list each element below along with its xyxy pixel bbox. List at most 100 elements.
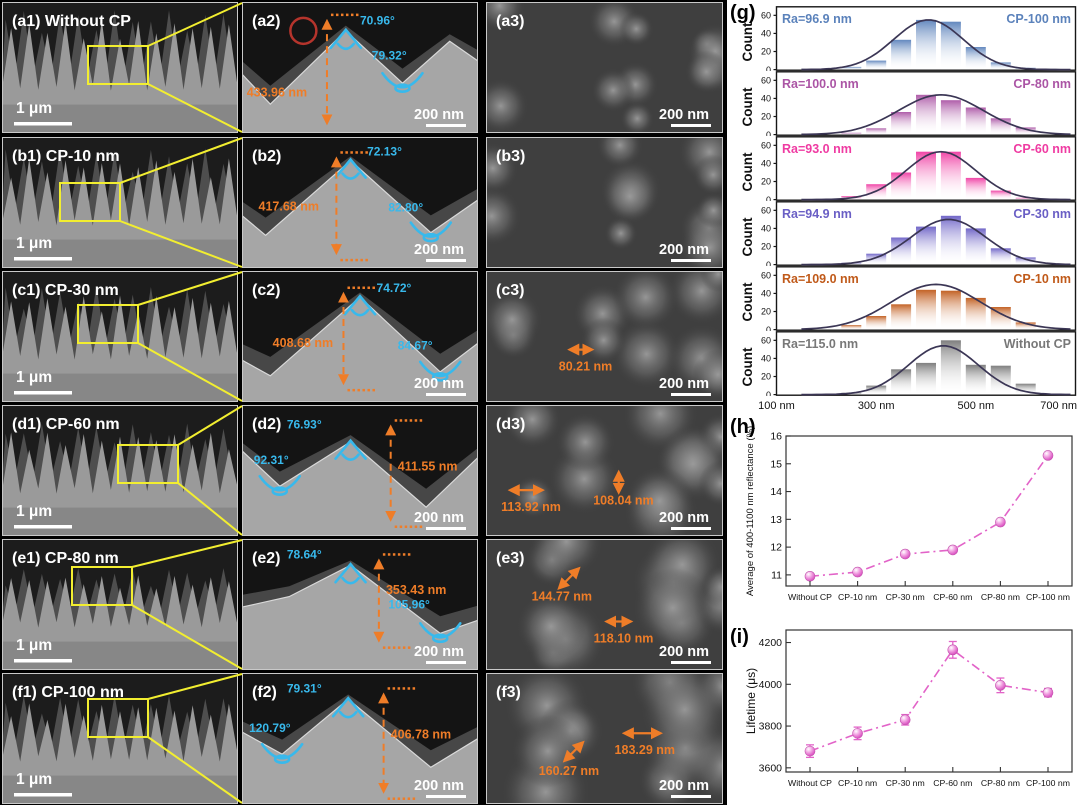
distribution-curve — [801, 93, 1071, 136]
x-category-label: Without CP — [788, 778, 832, 788]
x-category-label: CP-60 nm — [933, 778, 972, 788]
panel-tag: (b3) — [496, 148, 525, 165]
peak-angle-arc — [343, 294, 377, 317]
scale-bar: 200 nm — [659, 107, 711, 127]
peak-angle-value: 78.64° — [287, 548, 322, 562]
sem-lowmag-e1: (e1) CP-80 nm 1 μm — [2, 539, 238, 670]
histogram-x-axis: 100 nm 300 nm 500 nm 700 nm — [740, 397, 1078, 414]
y-tick-label: 40 — [761, 29, 771, 39]
scale-bar-label: 200 nm — [659, 510, 709, 526]
feature-size-value: 108.04 nm — [593, 494, 653, 508]
x-category-label: CP-10 nm — [838, 778, 877, 788]
sem-topview-f3-image: 160.27 nm 183.29 nm (f3) 200 nm — [486, 673, 723, 804]
height-arrow — [378, 687, 416, 800]
series-name-label: CP-100 nm — [1006, 12, 1071, 26]
valley-angle-value: 79.32° — [372, 49, 407, 63]
y-axis-label: Count — [740, 152, 755, 191]
y-tick-label: 3800 — [759, 721, 783, 733]
scale-bar-label: 1 μm — [16, 369, 52, 386]
panel-tag-title: (c1) CP-30 nm — [12, 282, 119, 299]
series-name-label: CP-60 nm — [1013, 142, 1071, 156]
sem-lowmag-b1-image: (b1) CP-10 nm 1 μm — [2, 137, 238, 268]
data-point — [947, 544, 959, 556]
scale-bar: 1 μm — [14, 637, 72, 663]
x-tick-label: 700 nm — [1040, 400, 1077, 412]
panel-tag: (c2) — [252, 282, 280, 299]
sem-lowmag-f1: (f1) CP-100 nm 1 μm — [2, 673, 238, 804]
panel-label-h: (h) — [730, 416, 756, 438]
peak-angle-value: 70.96° — [360, 13, 395, 27]
x-category-label: Without CP — [788, 592, 832, 602]
y-tick-label: 0 — [766, 195, 771, 201]
zoom-region-box — [117, 444, 179, 484]
height-value: 353.43 nm — [386, 583, 446, 597]
sem-highmag-f2-image: 79.31° 120.79° 406.78 nm (f2) 200 nm — [242, 673, 478, 804]
sem-highmag-d2-image: 76.93° 92.31° 411.55 nm (d2) 200 nm — [242, 405, 478, 536]
valley-angle-arc — [260, 742, 304, 765]
sem-highmag-b2-image: 72.13° 82.80° 417.68 nm (b2) 200 nm — [242, 137, 478, 268]
panel-tag: (b2) — [252, 148, 281, 165]
scale-bar: 200 nm — [414, 107, 466, 127]
sem-topview-d3: 113.92 nm 108.04 nm (d3) 200 nm — [486, 405, 723, 536]
valley-angle-arc — [418, 360, 462, 382]
y-tick-label: 60 — [761, 206, 771, 216]
sem-highmag-e2-image: 78.64° 105.96°353.43 nm (e2) 200 nm — [242, 539, 478, 670]
y-tick-label: 0 — [766, 65, 771, 71]
peak-angle-arc — [331, 696, 365, 719]
peak-angle-arc — [329, 27, 363, 51]
sem-topview-f3: 160.27 nm 183.29 nm (f3) 200 nm — [486, 673, 723, 804]
ra-value-label: Ra=115.0 nm — [782, 337, 858, 351]
valley-angle-arc — [418, 622, 462, 644]
panel-tag-title: (d1) CP-60 nm — [12, 416, 120, 433]
x-category-label: CP-10 nm — [838, 592, 877, 602]
y-tick-label: 20 — [761, 112, 771, 122]
peak-angle-value: 74.72° — [377, 281, 412, 295]
scale-bar: 1 μm — [14, 235, 72, 261]
height-value: 411.55 nm — [398, 460, 458, 474]
x-category-label: CP-100 nm — [1026, 778, 1070, 788]
sem-highmag-e2: 78.64° 105.96° 353.43 nm (e2) 200 nm — [242, 539, 478, 670]
y-axis-label: Count — [740, 282, 755, 321]
height-arrow — [337, 286, 375, 392]
y-tick-label: 4000 — [759, 679, 783, 691]
series-name-label: Without CP — [1004, 337, 1071, 351]
y-tick-label: 11 — [771, 569, 782, 581]
y-tick-label: 0 — [766, 260, 771, 266]
histogram-without-cp: 0 20 40 60 Count Ra=115.0 nm Without CP — [740, 331, 1078, 396]
panel-tag: (e3) — [496, 550, 524, 567]
data-point — [804, 570, 816, 582]
sem-topview-b3: (b3) 200 nm — [486, 137, 723, 268]
sem-highmag-f2: 79.31° 120.79° 406.78 nm (f2) 200 nm — [242, 673, 478, 804]
y-tick-label: 60 — [761, 11, 771, 21]
y-tick-label: 0 — [766, 390, 771, 396]
sem-topview-e3: 144.77 nm 118.10 nm (e3) 200 nm — [486, 539, 723, 670]
panel-tag: (f3) — [496, 684, 521, 701]
scale-bar-label: 200 nm — [659, 778, 709, 794]
histogram-cp-30-nm: 0 20 40 60 Count Ra=94.9 nm CP-30 nm — [740, 201, 1078, 266]
height-arrow — [321, 13, 359, 126]
height-value: 433.96 nm — [247, 85, 307, 99]
scale-bar: 200 nm — [659, 376, 711, 396]
x-category-label: CP-60 nm — [933, 592, 972, 602]
y-tick-label: 40 — [761, 159, 771, 169]
ra-value-label: Ra=93.0 nm — [782, 142, 852, 156]
y-axis-label: Count — [740, 87, 755, 126]
scale-bar-label: 1 μm — [16, 100, 52, 117]
scale-bar-label: 200 nm — [414, 242, 464, 258]
height-value: 406.78 nm — [391, 728, 451, 742]
zoom-region-box — [87, 45, 149, 85]
scale-bar: 1 μm — [14, 100, 72, 126]
y-axis-label: Count — [740, 22, 755, 61]
height-arrow — [385, 419, 423, 529]
histogram-cp-100-nm: 0 20 40 60 Count Ra=96.9 nm CP-100 nm — [740, 6, 1078, 71]
data-point — [995, 680, 1006, 691]
sem-topview-a3: (a3) 200 nm — [486, 2, 723, 133]
panel-tag: (d3) — [496, 416, 525, 433]
scale-bar-label: 200 nm — [659, 107, 709, 123]
sem-lowmag-c1-image: (c1) CP-30 nm 1 μm — [2, 271, 238, 402]
valley-angle-value: 84.67° — [398, 339, 433, 353]
data-point — [899, 714, 911, 726]
feature-size-value: 80.21 nm — [559, 360, 613, 374]
peak-angle-value: 79.31° — [287, 682, 322, 696]
